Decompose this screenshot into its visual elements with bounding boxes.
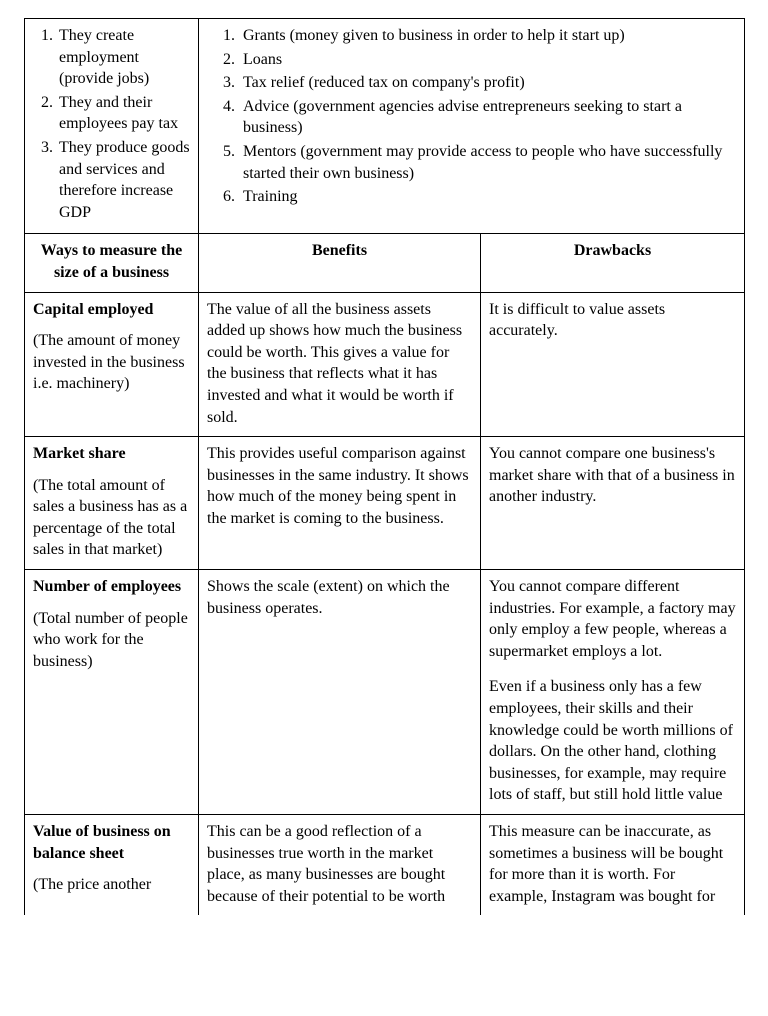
table-row: Value of business on balance sheet (The … — [25, 815, 745, 916]
list-item: Training — [239, 186, 736, 208]
measure-title: Number of employees — [33, 576, 190, 598]
importance-list: They create employment (provide jobs) Th… — [33, 25, 190, 223]
header-row: Ways to measure the size of a business B… — [25, 234, 745, 292]
measure-title: Market share — [33, 443, 190, 465]
measure-cell: Number of employees (Total number of peo… — [25, 570, 199, 815]
measure-desc: (The price another — [33, 874, 190, 896]
drawback-text: It is difficult to value assets accurate… — [489, 299, 736, 342]
drawback-text: This measure can be inaccurate, as somet… — [489, 821, 736, 907]
list-item: They create employment (provide jobs) — [57, 25, 190, 90]
header-drawbacks: Drawbacks — [481, 234, 745, 292]
drawback-cell: You cannot compare different industries.… — [481, 570, 745, 815]
table-row: Number of employees (Total number of peo… — [25, 570, 745, 815]
measure-title: Capital employed — [33, 299, 190, 321]
list-item: Tax relief (reduced tax on company's pro… — [239, 72, 736, 94]
list-item: They and their employees pay tax — [57, 92, 190, 135]
header-benefits: Benefits — [199, 234, 481, 292]
measure-title: Value of business on balance sheet — [33, 821, 190, 864]
benefit-cell: Shows the scale (extent) on which the bu… — [199, 570, 481, 815]
top-left-cell: They create employment (provide jobs) Th… — [25, 19, 199, 234]
drawback-text: Even if a business only has a few employ… — [489, 676, 736, 806]
document-page: They create employment (provide jobs) Th… — [0, 0, 768, 915]
measure-cell: Capital employed (The amount of money in… — [25, 292, 199, 437]
table-row: Capital employed (The amount of money in… — [25, 292, 745, 437]
benefit-cell: The value of all the business assets add… — [199, 292, 481, 437]
drawback-text: You cannot compare different industries.… — [489, 576, 736, 662]
drawback-cell: You cannot compare one business's market… — [481, 437, 745, 570]
drawback-cell: This measure can be inaccurate, as somet… — [481, 815, 745, 916]
study-table: They create employment (provide jobs) Th… — [24, 18, 745, 915]
benefit-cell: This can be a good reflection of a busin… — [199, 815, 481, 916]
list-item: Grants (money given to business in order… — [239, 25, 736, 47]
measure-cell: Market share (The total amount of sales … — [25, 437, 199, 570]
measure-cell: Value of business on balance sheet (The … — [25, 815, 199, 916]
drawback-cell: It is difficult to value assets accurate… — [481, 292, 745, 437]
measure-desc: (The amount of money invested in the bus… — [33, 330, 190, 395]
list-item: Advice (government agencies advise entre… — [239, 96, 736, 139]
list-item: Loans — [239, 49, 736, 71]
list-item: They produce goods and services and ther… — [57, 137, 190, 223]
drawback-text: You cannot compare one business's market… — [489, 443, 736, 508]
benefit-cell: This provides useful comparison against … — [199, 437, 481, 570]
header-ways: Ways to measure the size of a business — [25, 234, 199, 292]
table-row: Market share (The total amount of sales … — [25, 437, 745, 570]
top-right-cell: Grants (money given to business in order… — [199, 19, 745, 234]
measure-desc: (The total amount of sales a business ha… — [33, 475, 190, 561]
measure-desc: (Total number of people who work for the… — [33, 608, 190, 673]
list-item: Mentors (government may provide access t… — [239, 141, 736, 184]
top-row: They create employment (provide jobs) Th… — [25, 19, 745, 234]
support-list: Grants (money given to business in order… — [207, 25, 736, 208]
